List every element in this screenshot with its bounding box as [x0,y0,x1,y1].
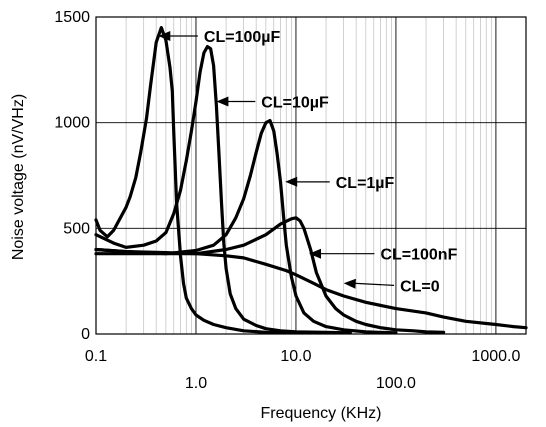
plot-frame [95,16,527,335]
x-tick-label: 0.1 [85,348,107,365]
series-lines [94,26,528,335]
y-tick-label: 500 [63,220,90,237]
x-tick-labels: 0.1 1.0 10.0 100.0 1000.0 [85,348,521,392]
annotation-arrowhead [158,31,171,41]
x-axis-label: Frequency (KHz) [261,405,382,422]
series-line-4 [94,247,528,330]
x-tick-label: 10.0 [280,348,311,365]
series-line-3 [94,216,446,334]
x-tick-label: 1000.0 [471,348,520,365]
series-annotation-label: CL=100nF [380,247,457,264]
annotation-arrowhead [216,96,229,107]
annotation-arrowhead [309,248,321,259]
x-tick-label: 100.0 [376,375,416,392]
y-tick-label: 1000 [54,115,90,132]
major-grid [96,17,526,334]
annotation-arrowhead [343,278,356,289]
y-tick-label: 1500 [54,9,90,26]
series-annotation-label: CL=1µF [336,175,395,192]
series-annotation-label: CL=10µF [261,95,329,112]
series-line-0 [94,26,298,335]
y-tick-labels: 0 500 1000 1500 [54,9,90,343]
x-tick-label: 1.0 [185,375,207,392]
annotations: CL=100µF CL=10µF CL=1µF CL=100nF CL=0 [158,29,458,295]
annotation-arrowhead [285,176,298,187]
y-tick-label: 0 [81,326,90,343]
series-line-2 [94,118,398,335]
series-annotation-label: CL=100µF [204,29,281,46]
series-annotation-label: CL=0 [400,278,440,295]
y-axis-label: Noise voltage (nV/VHz) [10,94,27,260]
annotation-arrow-line [353,282,395,286]
series-line-1 [94,44,352,335]
